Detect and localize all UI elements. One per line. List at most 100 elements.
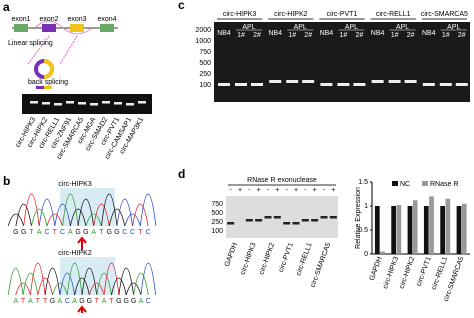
trace-title: circ-HIPK2 [58, 250, 92, 257]
band [455, 83, 468, 86]
x-tick-label: circ-HIPK2 [398, 256, 416, 290]
peak [85, 213, 102, 227]
band [30, 101, 38, 104]
band [292, 222, 300, 225]
lane-label: circ-PVT1 [278, 242, 295, 273]
marker-label: 250 [199, 71, 211, 78]
exon-label: exon2 [39, 16, 58, 23]
lane-label: APL [345, 24, 358, 31]
peak [62, 193, 79, 227]
x-tick-label: GAPDH [369, 256, 384, 282]
bar [380, 251, 385, 254]
y-tick-label: 1 [364, 203, 368, 210]
treatment: + [313, 187, 317, 194]
peak [125, 282, 142, 296]
lane-label: 2# [407, 32, 415, 39]
peak [37, 277, 53, 296]
base: T [109, 298, 114, 305]
y-tick-label: 0 [364, 251, 368, 258]
treatment: + [331, 187, 335, 194]
bar [391, 206, 396, 254]
band [371, 80, 384, 83]
lane-label: 2# [356, 32, 364, 39]
base: A [37, 229, 42, 236]
base: T [138, 229, 143, 236]
panel-letter: b [3, 174, 10, 188]
peak [66, 262, 83, 296]
x-tick-label: circ-RELL1 [431, 256, 449, 291]
x-tick-label: circ-HIPK3 [382, 256, 400, 290]
bar [396, 205, 402, 254]
marker-label: 2000 [195, 27, 211, 34]
peak [96, 272, 112, 296]
lane-label: circ-RELL1 [295, 242, 313, 277]
arrow [77, 236, 87, 250]
bar [445, 198, 451, 254]
peak [81, 267, 98, 296]
peak [44, 267, 61, 296]
peak [103, 262, 120, 296]
bar [423, 206, 429, 254]
panel-letter: d [178, 167, 185, 181]
exon [14, 24, 28, 32]
band [302, 80, 315, 83]
base: C [65, 298, 70, 305]
marker-label: 750 [211, 201, 223, 208]
band [269, 80, 282, 83]
marker-label: 100 [199, 82, 211, 89]
legend-swatch [392, 181, 398, 186]
peak [7, 213, 25, 227]
lane-label: NB4 [422, 30, 436, 37]
peak [38, 198, 56, 227]
group-label: circ-RELL1 [376, 11, 411, 18]
band [286, 80, 299, 83]
lane-label: NB4 [217, 30, 231, 37]
legend-label: RNase R [430, 181, 458, 188]
base: G [50, 298, 55, 305]
bar [440, 206, 445, 254]
peak [54, 203, 71, 227]
band [320, 216, 328, 219]
guide [59, 35, 78, 65]
base: T [21, 298, 26, 305]
band [90, 103, 98, 106]
exon-label: exon3 [67, 16, 86, 23]
peak [133, 272, 149, 296]
peak [31, 208, 48, 227]
gel [214, 22, 470, 102]
band [54, 103, 62, 106]
lane-label: APL [396, 24, 409, 31]
treatment: - [248, 187, 251, 194]
gel [226, 196, 338, 238]
base: A [72, 298, 77, 305]
base: A [28, 298, 33, 305]
peak [101, 193, 118, 227]
band [320, 83, 333, 86]
band [126, 103, 134, 106]
peak [15, 203, 32, 227]
treatment: + [257, 187, 261, 194]
group-label: circ-HIPK3 [223, 11, 257, 18]
lane-label: GAPDH [224, 242, 239, 268]
lane-label: circ-SMARCA5 [310, 242, 333, 289]
band [404, 80, 417, 83]
bar [407, 206, 413, 254]
base: T [53, 229, 58, 236]
marker-label: 500 [211, 210, 223, 217]
band [422, 83, 435, 86]
base: A [139, 298, 144, 305]
treatment: - [304, 187, 307, 194]
band [235, 83, 247, 86]
band [337, 83, 350, 86]
band [329, 216, 337, 219]
arrow [77, 305, 87, 318]
lane-label: 1# [237, 32, 245, 39]
band [251, 83, 263, 86]
peak [139, 193, 157, 227]
bar [412, 200, 418, 254]
peak [59, 272, 76, 296]
y-axis-label: Relative Expression [355, 187, 362, 249]
base: C [44, 229, 49, 236]
peak [46, 213, 63, 227]
highlight [60, 188, 115, 226]
